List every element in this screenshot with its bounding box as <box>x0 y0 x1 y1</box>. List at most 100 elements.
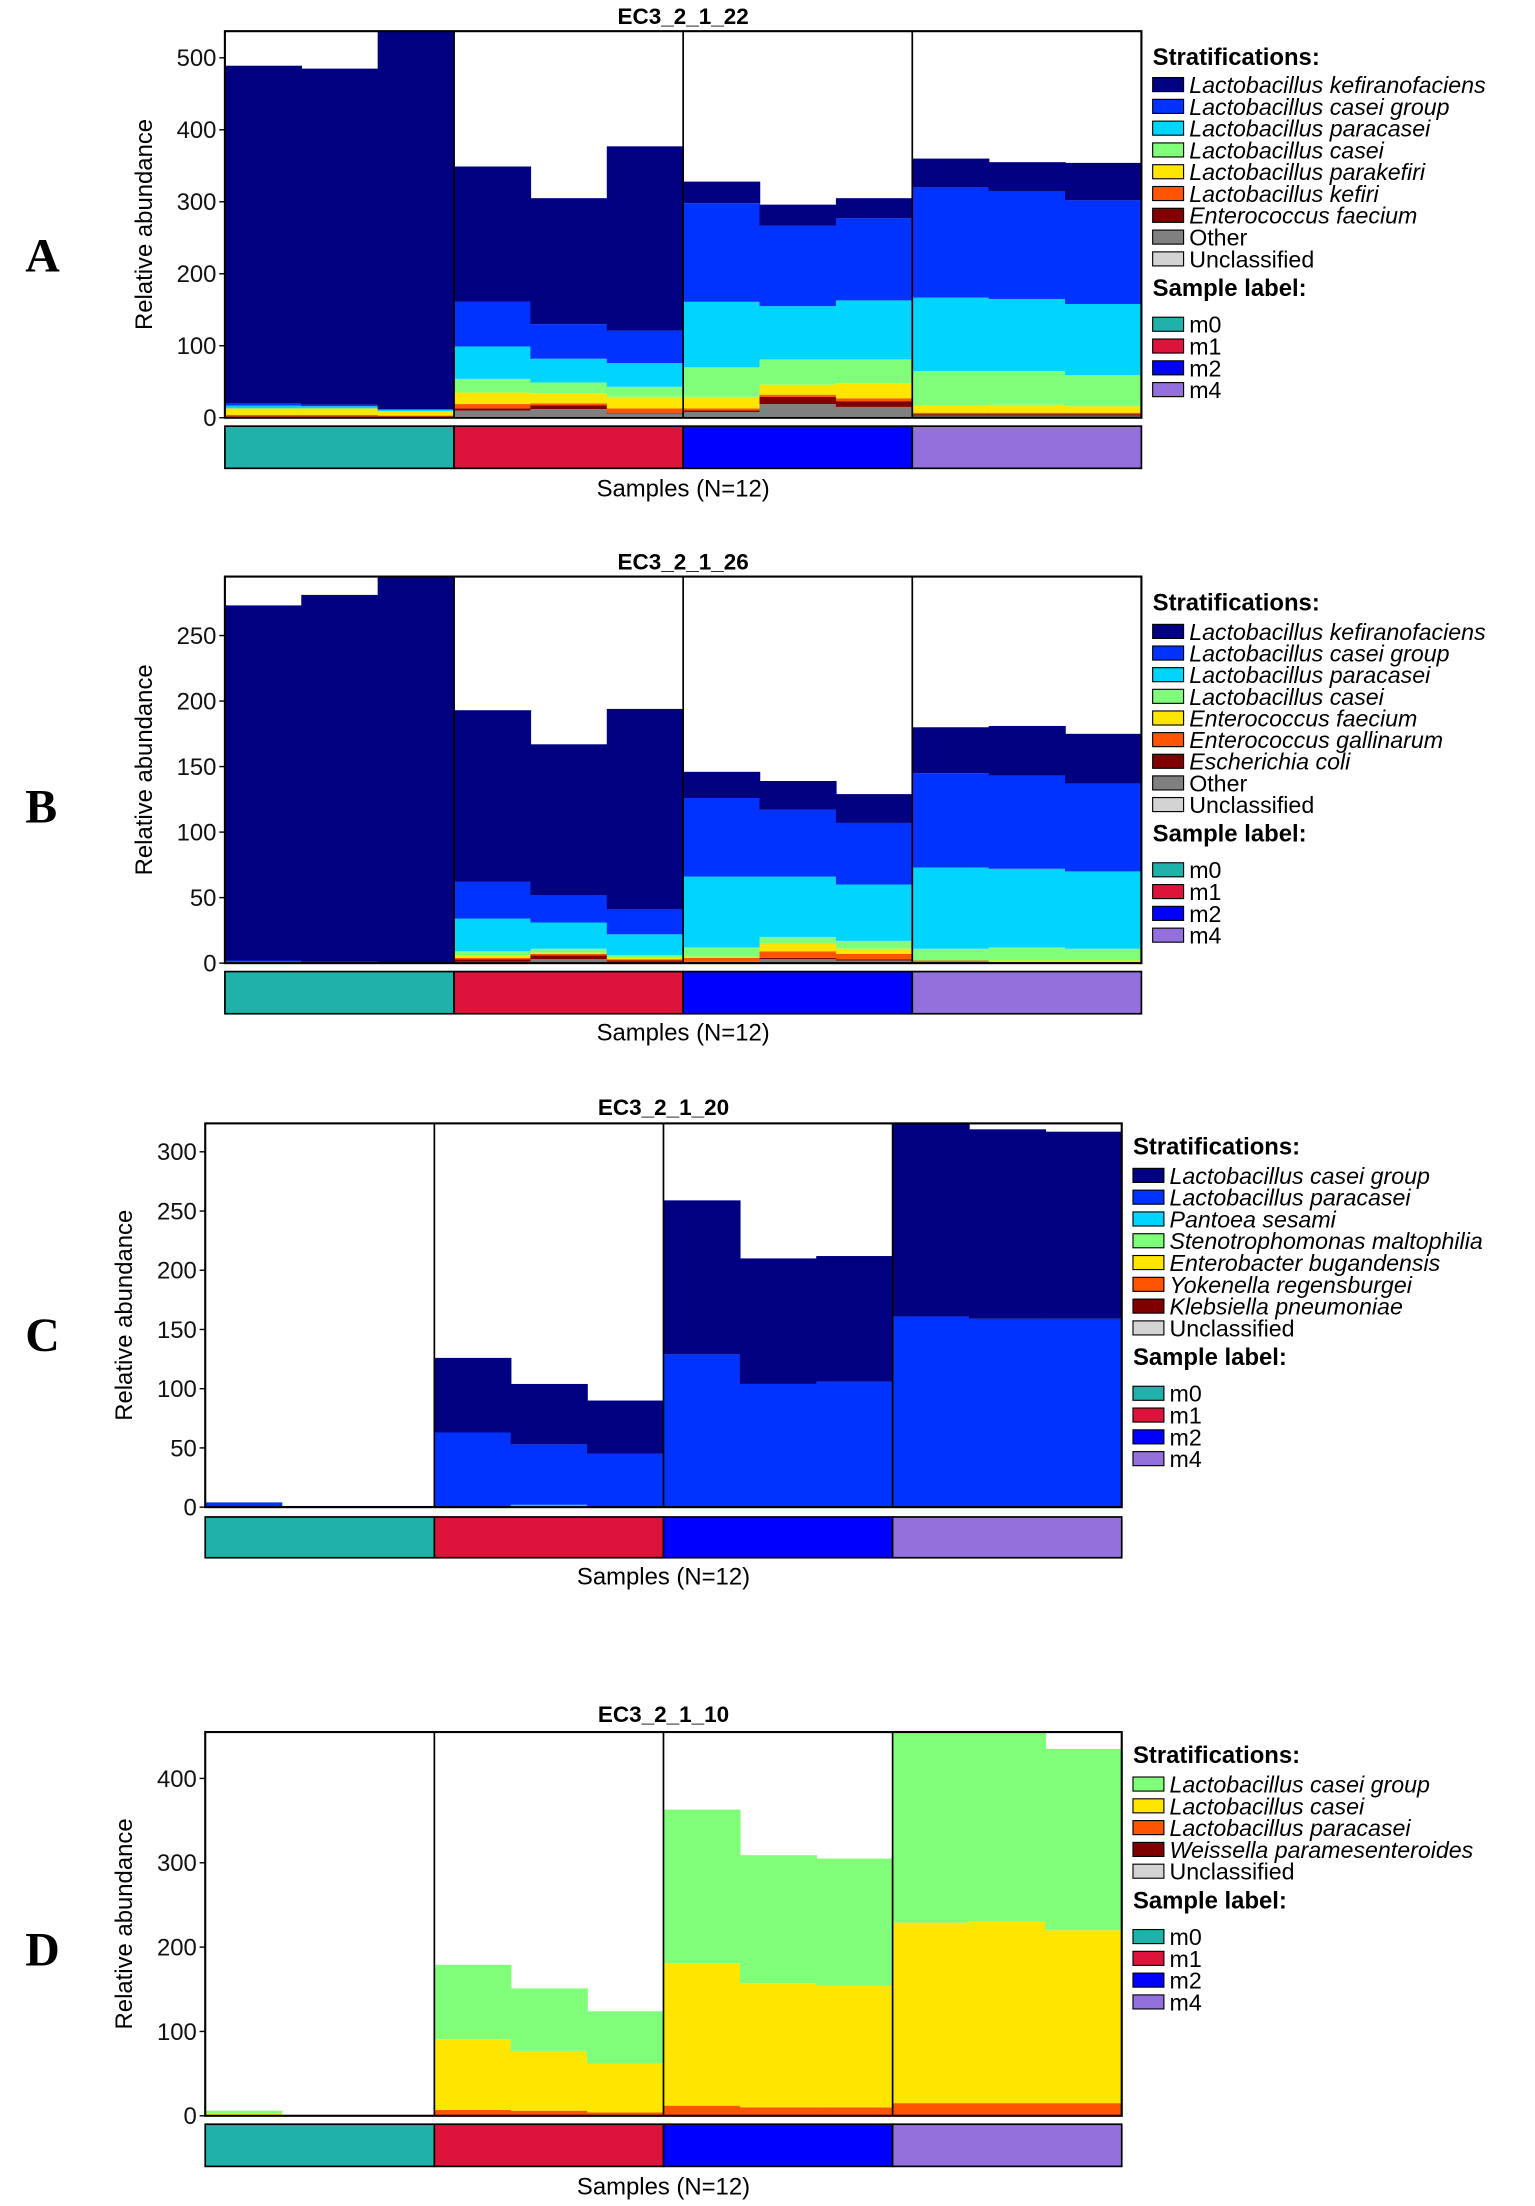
sample-legend-item: m4 <box>1189 923 1221 949</box>
legend-item: Lactobacillus casei group <box>1189 94 1449 120</box>
bar-segment-lactobacillus-casei <box>434 2039 512 2110</box>
bar-segment-lactobacillus-paracasei <box>510 1444 588 1505</box>
bar-segment-enterococcus-faecium <box>1065 414 1143 416</box>
bar-segment-other <box>1065 415 1143 418</box>
bar-segment-lactobacillus-paracasei <box>968 2103 1047 2116</box>
legend-item: Lactobacillus parakefiri <box>1189 159 1426 185</box>
sample-group-bar-m4 <box>911 425 1143 470</box>
bar-segment-lactobacillus-casei <box>988 370 1066 405</box>
legend-swatch <box>1132 1233 1165 1249</box>
bar-segment-lactobacillus-casei <box>739 1983 817 2108</box>
bar-segment-lactobacillus-paracasei <box>1045 1318 1123 1508</box>
bar-segment-enterococcus-faecium <box>988 960 1066 962</box>
sample-legend-swatch <box>1132 1429 1165 1445</box>
sample-legend-item: m4 <box>1189 377 1221 403</box>
bar-segment-lactobacillus-kefiri <box>683 408 761 411</box>
bar-segment-lactobacillus-kefiranofaciens <box>1065 162 1143 201</box>
bar-segment-lactobacillus-kefiranofaciens <box>301 68 379 405</box>
legend-swatch <box>1152 732 1185 748</box>
bar-segment-lactobacillus-casei-group <box>587 1400 665 1454</box>
plot-frame <box>223 30 1143 419</box>
legend-swatch <box>1152 251 1185 267</box>
legend-swatch <box>1152 710 1185 726</box>
y-tick-label: 500 <box>177 45 217 72</box>
bar-segment-lactobacillus-casei-group <box>530 894 608 923</box>
sample-group-bar-m2 <box>662 2123 894 2168</box>
bar-segment-lactobacillus-casei <box>1065 948 1143 961</box>
bar-segment-lactobacillus-casei <box>988 947 1066 961</box>
y-tick-label: 100 <box>177 820 217 847</box>
sample-group-bar-m1 <box>453 425 685 470</box>
bar-segment-lactobacillus-casei-group <box>968 1129 1047 1319</box>
y-tick-label: 400 <box>157 1766 197 1793</box>
bar-segment-lactobacillus-kefiranofaciens <box>1065 733 1143 784</box>
bar-segment-lactobacillus-casei <box>759 936 837 944</box>
bar-segment-lactobacillus-kefiranofaciens <box>530 198 608 325</box>
bar-segment-lactobacillus-casei <box>1065 375 1143 407</box>
legend-item: Enterobacter bugandensis <box>1170 1250 1441 1276</box>
bar-segment-lactobacillus-paracasei <box>739 1383 817 1508</box>
legend-item: Unclassified <box>1170 1859 1295 1885</box>
bar-segment-pantoea-sesami <box>510 1504 588 1508</box>
legend-item: Lactobacillus paracasei <box>1189 116 1431 142</box>
sample-legend-swatch <box>1132 1972 1165 1988</box>
sample-legend-item: m4 <box>1170 1989 1202 2015</box>
plot-frame <box>223 575 1143 965</box>
y-tick-label: 200 <box>157 1258 197 1285</box>
bar-segment-lactobacillus-kefiri <box>454 404 532 409</box>
legend-swatch <box>1132 1276 1165 1292</box>
sample-legend-swatch <box>1132 1407 1165 1423</box>
bar-segment-lactobacillus-kefiranofaciens <box>224 605 302 961</box>
bar-segment-lactobacillus-casei-group <box>968 1732 1047 1922</box>
bar-segment-lactobacillus-casei-group <box>606 909 684 935</box>
sample-group-bar-m4 <box>911 970 1143 1015</box>
bar-segment-lactobacillus-casei-group <box>683 798 761 877</box>
bar-segment-lactobacillus-kefiri <box>224 414 302 418</box>
bar-segment-lactobacillus-casei-group <box>377 409 455 410</box>
bar-segment-lactobacillus-casei <box>892 1922 970 2104</box>
bar-segment-lactobacillus-casei-group <box>759 225 837 307</box>
sample-legend-swatch <box>1132 1385 1165 1401</box>
y-tick-label: 250 <box>177 623 217 650</box>
sample-legend-item: m4 <box>1170 1446 1202 1472</box>
legend-item: Lactobacillus casei group <box>1189 640 1449 666</box>
bar-segment-lactobacillus-paracasei <box>434 2109 512 2116</box>
panel-d: D EC3_2_1_10 0 100 200 300 400 Relative abundan… <box>25 1702 1473 2200</box>
bar-segment-lactobacillus-casei-group <box>530 324 608 359</box>
bar-segment-lactobacillus-casei <box>454 951 532 956</box>
bar-segment-lactobacillus-casei <box>530 382 608 394</box>
legend-swatch <box>1152 229 1185 245</box>
bar-segment-lactobacillus-casei <box>606 955 684 958</box>
bar-segment-escherichia-coli <box>454 959 532 962</box>
y-tick-label: 150 <box>177 754 217 781</box>
sample-legend-item: m2 <box>1189 355 1221 381</box>
bar-segment-lactobacillus-parakefiri <box>530 393 608 404</box>
bar-segment-lactobacillus-kefiri <box>912 412 990 415</box>
bar-segment-lactobacillus-kefiranofaciens <box>683 181 761 204</box>
panel-letter: B <box>25 781 57 834</box>
y-tick-label: 100 <box>157 2019 197 2046</box>
bar-segment-lactobacillus-casei-group <box>454 881 532 919</box>
legend-item: Unclassified <box>1189 246 1314 272</box>
bar-segment-lactobacillus-kefiri <box>988 412 1066 415</box>
legend-item: Lactobacillus casei <box>1189 684 1384 710</box>
bar-segment-other <box>759 959 837 964</box>
bar-segment-lactobacillus-casei <box>1045 1930 1123 2104</box>
y-tick-label: 100 <box>177 333 217 360</box>
legend-swatch <box>1152 775 1185 791</box>
bar-segment-enterococcus-faecium <box>759 396 837 405</box>
bar-segment-other <box>606 413 684 417</box>
legend-swatch <box>1132 1167 1165 1183</box>
y-axis-label: Relative abundance <box>131 664 158 875</box>
y-tick-label: 200 <box>177 688 217 715</box>
bar-segment-lactobacillus-casei-group <box>510 1988 588 2051</box>
legend-swatch <box>1152 98 1185 114</box>
bar-segment-lactobacillus-kefiri <box>301 414 379 418</box>
legend-item: Pantoea sesami <box>1170 1206 1337 1232</box>
bar-segment-lactobacillus-casei-group <box>1045 1748 1123 1931</box>
bar-segment-lactobacillus-casei <box>912 370 990 406</box>
bar-segment-lactobacillus-casei-group <box>224 960 302 962</box>
legend-swatch <box>1152 207 1185 223</box>
bar-segment-lactobacillus-casei <box>912 948 990 961</box>
